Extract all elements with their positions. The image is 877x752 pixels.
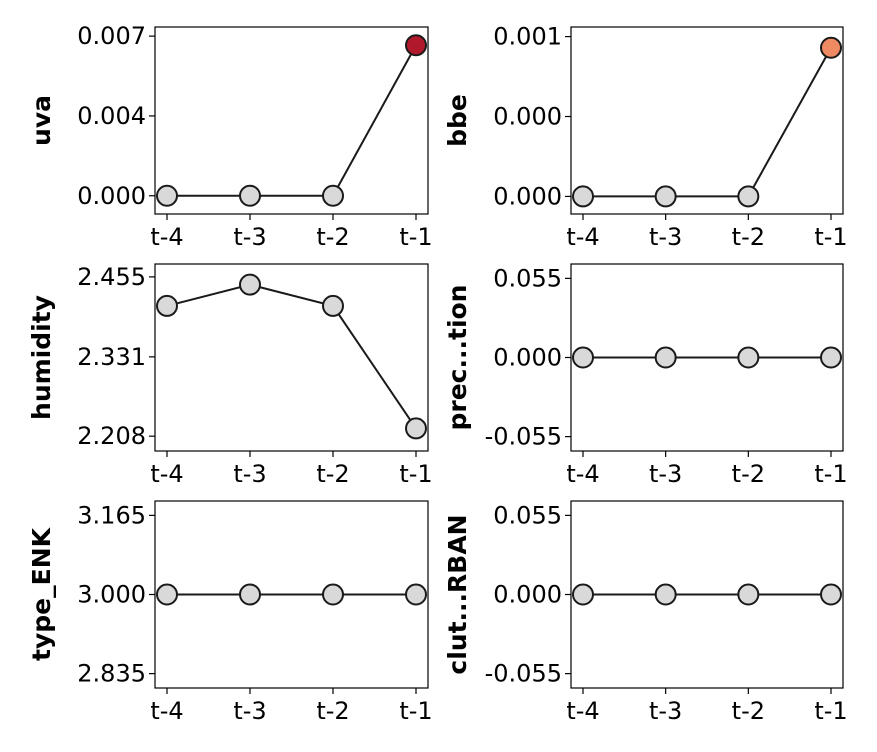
x-tick-label: t-3 (649, 697, 682, 725)
x-tick-label: t-3 (649, 223, 682, 251)
x-tick-label: t-2 (732, 697, 765, 725)
x-tick-label: t-2 (316, 223, 349, 251)
x-tick-label: t-2 (316, 460, 349, 488)
data-point (405, 417, 427, 440)
data-point (405, 583, 427, 606)
data-point (405, 34, 427, 57)
y-tick-label: 0.000 (493, 103, 562, 131)
x-tick-label: t-1 (814, 697, 847, 725)
x-tick-label: t-1 (399, 223, 432, 251)
y-tick-label: 2.208 (77, 422, 146, 450)
x-tick-label: t-4 (150, 697, 183, 725)
y-tick-label: -0.055 (485, 423, 562, 451)
y-tick-label: 0.007 (77, 22, 146, 50)
y-tick-label: 0.004 (77, 102, 146, 130)
subplot-5: 2.835 3.000 3.165 t-4 t-3 t-2 t-1 type_ENK (27, 500, 433, 725)
y-axis-label: clut...RBAN (443, 514, 472, 674)
x-tick-label: t-4 (566, 697, 599, 725)
subplot-4: -0.055 0.000 0.055 t-4 t-3 t-2 t-1 prec...tion (443, 263, 848, 488)
data-point (737, 346, 760, 369)
x-tick-label: t-2 (732, 223, 765, 251)
data-point (322, 294, 344, 317)
plot-frame (570, 26, 844, 215)
x-tick-label: t-1 (814, 223, 847, 251)
y-tick-label: 2.835 (77, 660, 146, 688)
y-axis-label: uva (27, 95, 56, 146)
x-tick-label: t-3 (233, 460, 266, 488)
data-point (654, 583, 677, 606)
y-tick-label: 0.000 (493, 182, 562, 210)
data-point (572, 583, 594, 606)
subplot-3: 2.208 2.331 2.455 t-4 t-3 t-2 t-1 humidity (27, 263, 433, 488)
data-point (156, 184, 178, 207)
data-point (737, 185, 760, 208)
data-point (322, 583, 344, 606)
y-tick-label: 0.000 (493, 344, 562, 372)
subplot-2: 0.000 0.000 0.001 t-4 t-3 t-2 t-1 bbe (443, 23, 848, 251)
data-point (572, 346, 594, 369)
data-point (239, 184, 261, 207)
x-tick-label: t-4 (150, 460, 183, 488)
y-axis-label: humidity (27, 295, 56, 420)
data-point (239, 583, 261, 606)
x-tick-label: t-2 (316, 697, 349, 725)
data-point (820, 583, 842, 606)
y-axis-label: type_ENK (27, 526, 56, 661)
x-tick-label: t-2 (732, 460, 765, 488)
data-point (820, 36, 842, 59)
data-point (654, 346, 677, 369)
series-line (166, 283, 417, 429)
data-point (156, 294, 178, 317)
y-axis-label: prec...tion (443, 285, 472, 431)
y-tick-label: 0.001 (493, 23, 562, 51)
series-line (167, 44, 417, 197)
data-point (654, 185, 677, 208)
data-point (820, 346, 842, 369)
y-tick-label: 2.455 (77, 263, 146, 291)
x-tick-label: t-3 (233, 697, 266, 725)
x-tick-label: t-3 (649, 460, 682, 488)
x-tick-label: t-1 (814, 460, 847, 488)
subplot-1: 0.000 0.004 0.007 t-4 t-3 t-2 t-1 uva (27, 22, 433, 251)
y-tick-label: 3.165 (77, 501, 146, 529)
y-tick-label: 3.000 (77, 581, 146, 609)
x-tick-label: t-1 (399, 697, 432, 725)
y-tick-label: 0.000 (77, 182, 146, 210)
x-tick-label: t-3 (233, 223, 266, 251)
y-tick-label: 0.055 (493, 264, 562, 292)
x-tick-label: t-1 (399, 460, 432, 488)
y-tick-label: -0.055 (485, 660, 562, 688)
plot-frame (154, 263, 429, 452)
data-point (156, 583, 178, 606)
x-tick-label: t-4 (566, 460, 599, 488)
subplot-6: -0.055 0.000 0.055 t-4 t-3 t-2 t-1 clut...RBAN (443, 500, 848, 725)
y-tick-label: 0.055 (493, 501, 562, 529)
data-point (239, 273, 261, 296)
y-axis-label: bbe (443, 94, 472, 147)
x-tick-label: t-4 (566, 223, 599, 251)
data-point (322, 184, 344, 207)
series-line (583, 47, 832, 198)
data-point (737, 583, 760, 606)
data-point (572, 185, 594, 208)
x-tick-label: t-4 (150, 223, 183, 251)
y-tick-label: 2.331 (77, 343, 146, 371)
y-tick-label: 0.000 (493, 581, 562, 609)
plot-frame (154, 26, 429, 215)
